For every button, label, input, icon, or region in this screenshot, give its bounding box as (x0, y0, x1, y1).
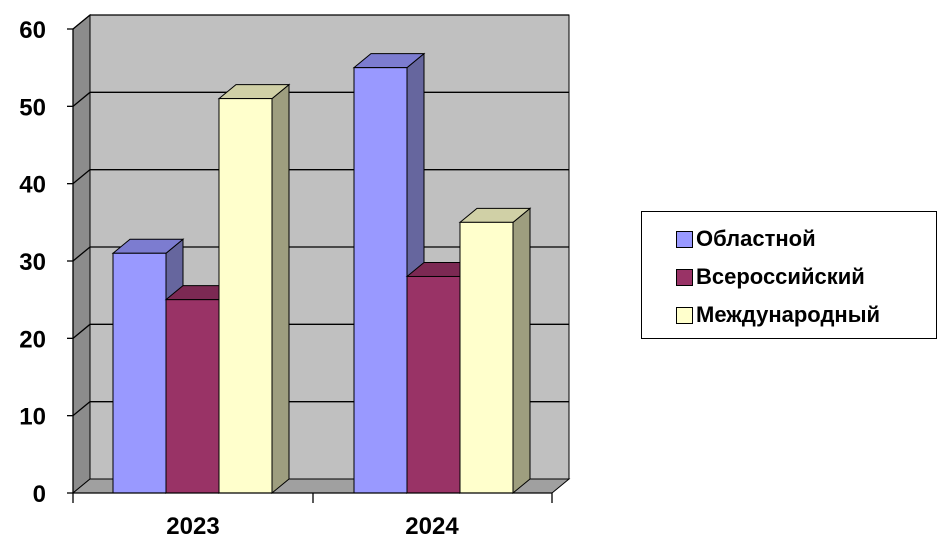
legend-swatch (676, 230, 693, 248)
legend: Областной Всероссийский Международный (641, 211, 937, 339)
bar-side (271, 83, 290, 495)
x-tick-label: 2023 (166, 513, 219, 540)
bar (353, 67, 408, 494)
y-tick-labels: 0 10 20 30 40 50 60 (19, 17, 46, 508)
y-tick-label: 20 (19, 326, 46, 353)
legend-label: Всероссийский (696, 264, 865, 289)
y-tick-label: 10 (19, 404, 46, 431)
bar (218, 98, 273, 494)
bar (165, 299, 220, 494)
axes (67, 28, 553, 503)
legend-item: Всероссийский (676, 264, 865, 290)
y-tick-label: 50 (19, 94, 46, 121)
bar-side (512, 207, 531, 495)
legend-label: Международный (696, 302, 881, 327)
legend-item: Областной (676, 226, 816, 252)
legend-label: Областной (696, 226, 816, 251)
bar (459, 221, 514, 494)
bar (112, 252, 167, 494)
legend-swatch (676, 268, 693, 286)
x-tick-label: 2024 (405, 513, 459, 540)
y-tick-label: 0 (33, 481, 46, 508)
legend-item: Международный (676, 302, 880, 328)
y-tick-label: 30 (19, 249, 46, 276)
x-tick-labels: 2023 2024 (166, 513, 459, 540)
bars (111, 52, 532, 495)
legend-swatch (676, 306, 693, 324)
bar (406, 275, 461, 494)
y-tick-label: 40 (19, 172, 46, 199)
y-tick-label: 60 (19, 17, 46, 44)
gridline (72, 14, 569, 30)
